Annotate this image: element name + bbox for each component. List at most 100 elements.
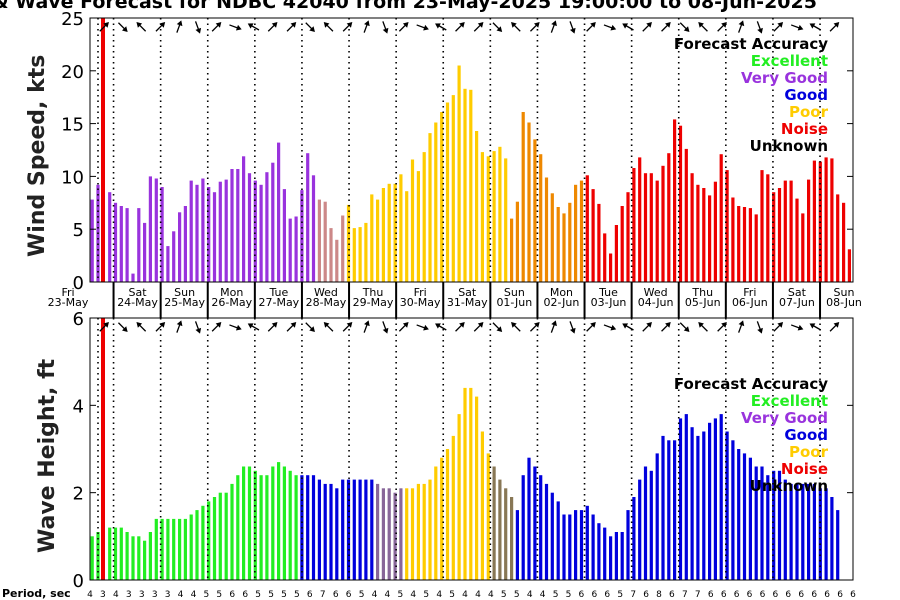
- bar: [131, 273, 135, 282]
- bar: [463, 88, 467, 282]
- bar: [620, 206, 624, 282]
- bar: [148, 176, 152, 282]
- bar: [166, 518, 170, 580]
- y-tick-label: 6: [73, 309, 84, 330]
- direction-arrow-icon: [99, 22, 109, 32]
- direction-arrow-icon: [569, 21, 576, 34]
- direction-arrow-icon: [229, 324, 242, 331]
- direction-arrow-icon: [247, 323, 260, 331]
- direction-arrow-icon: [136, 22, 147, 32]
- bar: [183, 518, 187, 580]
- bar: [824, 488, 828, 580]
- direction-arrow-icon: [642, 22, 652, 32]
- bar: [748, 208, 752, 282]
- day-date-label: 07-Jun: [779, 296, 815, 309]
- bar: [294, 475, 298, 580]
- bar: [742, 207, 747, 282]
- direction-arrow-icon: [305, 22, 315, 32]
- day-date-label: 29-May: [353, 296, 394, 309]
- bar: [742, 453, 747, 580]
- bar: [125, 532, 129, 580]
- bar: [236, 475, 240, 580]
- bar: [533, 466, 537, 580]
- direction-arrow-icon: [136, 322, 147, 332]
- day-weekday-label: Tue: [598, 286, 618, 299]
- bar: [597, 203, 601, 282]
- bar: [603, 233, 607, 282]
- bar: [789, 483, 793, 580]
- bar: [277, 462, 281, 580]
- bar: [713, 418, 717, 580]
- direction-arrow-icon: [698, 22, 708, 32]
- y-tick-label: 25: [61, 9, 84, 30]
- day-date-label: 03-Jun: [591, 296, 627, 309]
- bar: [201, 505, 205, 580]
- bar: [90, 536, 94, 580]
- bar: [172, 518, 176, 580]
- period-value: 8: [656, 590, 662, 600]
- direction-arrow-icon: [492, 22, 503, 32]
- bar: [684, 414, 688, 580]
- period-value: 4: [385, 590, 391, 600]
- bar: [271, 162, 275, 282]
- bar: [224, 492, 228, 580]
- bar: [445, 102, 450, 282]
- bar: [381, 488, 385, 580]
- direction-arrow-icon: [229, 24, 242, 31]
- bar: [696, 184, 700, 282]
- direction-arrow-icon: [455, 322, 465, 332]
- day-weekday-label: Wed: [314, 286, 338, 299]
- bar: [393, 183, 397, 282]
- bar: [463, 387, 467, 580]
- bar: [218, 492, 222, 580]
- period-value: 4: [178, 590, 184, 600]
- bar: [434, 466, 438, 580]
- bar: [108, 192, 112, 282]
- period-value: 6: [824, 590, 830, 600]
- period-value: 6: [643, 590, 649, 600]
- bar: [113, 527, 118, 580]
- bar: [469, 89, 473, 282]
- bar: [626, 510, 630, 580]
- bar: [847, 249, 851, 282]
- direction-arrow-icon: [363, 320, 370, 333]
- direction-arrow-icon: [194, 21, 202, 34]
- bar: [108, 527, 112, 580]
- bar: [265, 475, 269, 580]
- direction-arrow-icon: [155, 22, 166, 32]
- direction-arrow-icon: [829, 22, 840, 32]
- bar: [253, 470, 257, 580]
- period-value: 6: [242, 590, 248, 600]
- bar: [579, 510, 584, 580]
- period-value: 6: [747, 590, 753, 600]
- direction-arrow-icon: [661, 22, 671, 32]
- bar: [381, 188, 385, 282]
- bar: [795, 483, 799, 580]
- period-value: 7: [320, 590, 326, 600]
- bar: [801, 483, 805, 580]
- day-weekday-label: Wed: [644, 286, 668, 299]
- bar: [609, 536, 613, 580]
- day-weekday-label: Sat: [129, 286, 148, 299]
- period-value: 5: [617, 590, 623, 600]
- bar: [160, 187, 164, 282]
- bar: [533, 139, 537, 282]
- bar: [195, 510, 199, 580]
- bar: [521, 475, 525, 580]
- period-value: 6: [669, 590, 675, 600]
- bar: [632, 168, 636, 282]
- day-date-label: 25-May: [164, 296, 205, 309]
- direction-arrow-icon: [511, 22, 521, 32]
- bar: [451, 435, 455, 580]
- bar: [352, 479, 356, 580]
- bar: [399, 488, 403, 580]
- bar: [510, 218, 514, 282]
- day-date-label: 24-May: [117, 296, 158, 309]
- bar: [620, 532, 624, 580]
- day-date-label: 02-Jun: [544, 296, 580, 309]
- bar: [556, 501, 560, 580]
- day-weekday-label: Thu: [691, 286, 713, 299]
- bar: [719, 414, 723, 580]
- direction-arrow-icon: [661, 322, 671, 332]
- bar: [410, 159, 415, 282]
